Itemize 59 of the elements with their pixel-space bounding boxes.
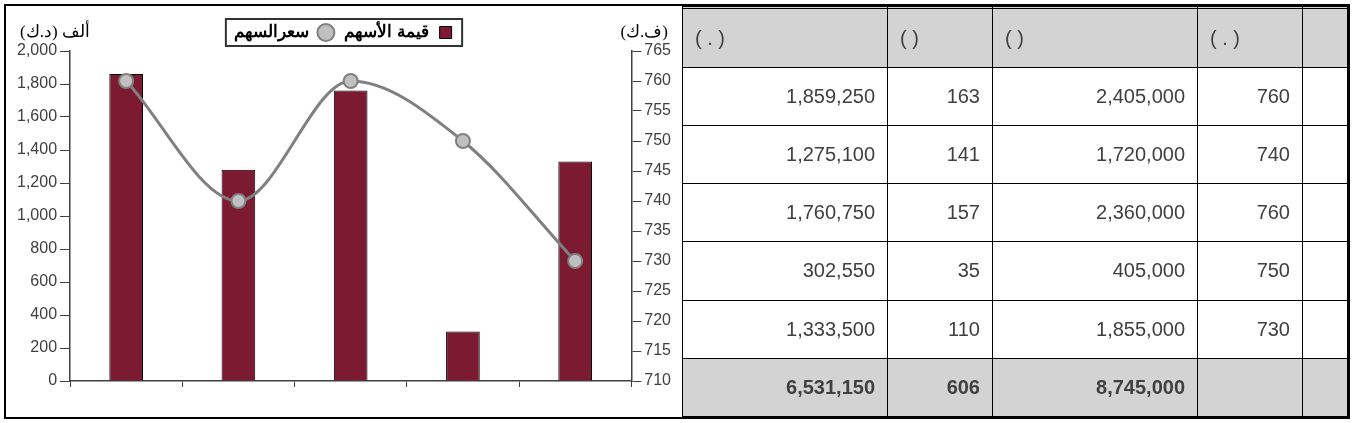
text: 1,720,000: [992, 125, 1198, 184]
y2-tick-label: 730: [644, 251, 672, 269]
y2-tick-label: 720: [644, 311, 672, 329]
y2-tick-label: 735: [644, 221, 672, 239]
y-tick-label: 600: [30, 272, 58, 290]
text: 750: [1197, 241, 1303, 301]
text: 141: [887, 125, 993, 184]
text: 1,859,250: [682, 67, 888, 126]
y2-tick-label: 745: [644, 161, 672, 179]
y2-axis-title: (ف.ك): [620, 21, 668, 41]
y-tick-label: 1,600: [16, 107, 58, 125]
text: ( ): [992, 8, 1198, 68]
text: 760: [1197, 67, 1303, 126]
y-tick-label: 1,200: [16, 173, 58, 191]
y-tick-label: 1,800: [16, 74, 58, 92]
text: 1,333,500: [682, 300, 888, 359]
text: 110: [887, 300, 993, 359]
legend-label: سعرالسهم: [233, 21, 309, 42]
text: 302,550: [682, 241, 888, 301]
text: 606: [887, 358, 993, 417]
y-axis-title: ألف (د.ك): [20, 19, 90, 41]
text: 163: [887, 67, 993, 126]
text: 8,745,000: [992, 358, 1198, 417]
y-tick-label: 1,000: [16, 206, 58, 224]
text: 760: [1197, 183, 1303, 242]
y-tick-label: 800: [30, 239, 58, 257]
point: [567, 253, 584, 269]
text: 157: [887, 183, 993, 242]
point: [454, 133, 471, 149]
text: 1,855,000: [992, 300, 1198, 359]
y2-tick-label: 715: [644, 341, 672, 359]
point: [118, 73, 135, 89]
y2-tick-label: 755: [644, 101, 672, 119]
y-tick-label: 200: [30, 338, 58, 356]
point: [230, 193, 247, 209]
y2-tick-label: 725: [644, 281, 672, 299]
text: 740: [1197, 125, 1303, 184]
text: 2,360,000: [992, 183, 1198, 242]
text: 2,405,000: [992, 67, 1198, 126]
y2-tick-label: 740: [644, 191, 672, 209]
y2-tick-label: 750: [644, 131, 672, 149]
y-tick-label: 1,400: [16, 140, 58, 158]
text: ( . ): [1197, 8, 1303, 68]
legend-label: قيمة الأسهم: [344, 19, 429, 42]
y2-tick-label: 760: [644, 71, 672, 89]
y2-tick-label: 765: [644, 41, 672, 59]
text: ( ): [887, 8, 993, 68]
text: 730: [1197, 300, 1303, 359]
text: ( . ): [682, 8, 888, 68]
y2-tick-label: 710: [644, 371, 672, 389]
point: [342, 73, 359, 89]
text: 1,275,100: [682, 125, 888, 184]
y-tick-label: 2,000: [16, 41, 58, 59]
y-tick-label: 0: [48, 371, 58, 389]
text: 405,000: [992, 241, 1198, 301]
text: 6,531,150: [682, 358, 888, 417]
text: 1,760,750: [682, 183, 888, 242]
text: 35: [887, 241, 993, 301]
y-tick-label: 400: [30, 305, 58, 323]
